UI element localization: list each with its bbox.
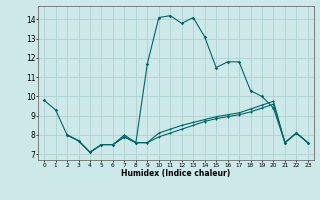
X-axis label: Humidex (Indice chaleur): Humidex (Indice chaleur) (121, 169, 231, 178)
